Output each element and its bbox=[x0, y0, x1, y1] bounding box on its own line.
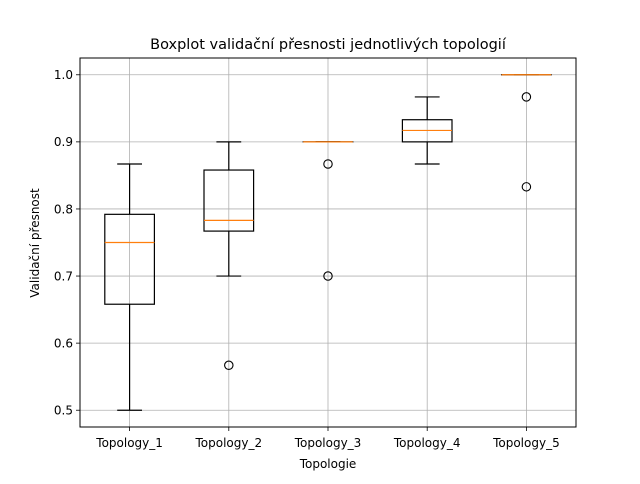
y-tick-label: 0.6 bbox=[54, 336, 73, 350]
x-axis-label: Topologie bbox=[299, 457, 357, 471]
y-tick-label: 0.5 bbox=[54, 404, 73, 418]
x-tick-label: Topology_3 bbox=[294, 436, 362, 450]
y-tick-label: 1.0 bbox=[54, 68, 73, 82]
x-tick-label: Topology_2 bbox=[194, 436, 262, 450]
y-tick-label: 0.7 bbox=[54, 269, 73, 283]
x-tick-label: Topology_5 bbox=[492, 436, 560, 450]
x-tick-label: Topology_4 bbox=[393, 436, 461, 450]
y-axis-label: Validační přesnost bbox=[28, 188, 42, 298]
x-tick-label: Topology_1 bbox=[95, 436, 163, 450]
y-tick-label: 0.9 bbox=[54, 135, 73, 149]
chart-title: Boxplot validační přesnosti jednotlivých… bbox=[150, 37, 507, 53]
y-tick-label: 0.8 bbox=[54, 202, 73, 216]
